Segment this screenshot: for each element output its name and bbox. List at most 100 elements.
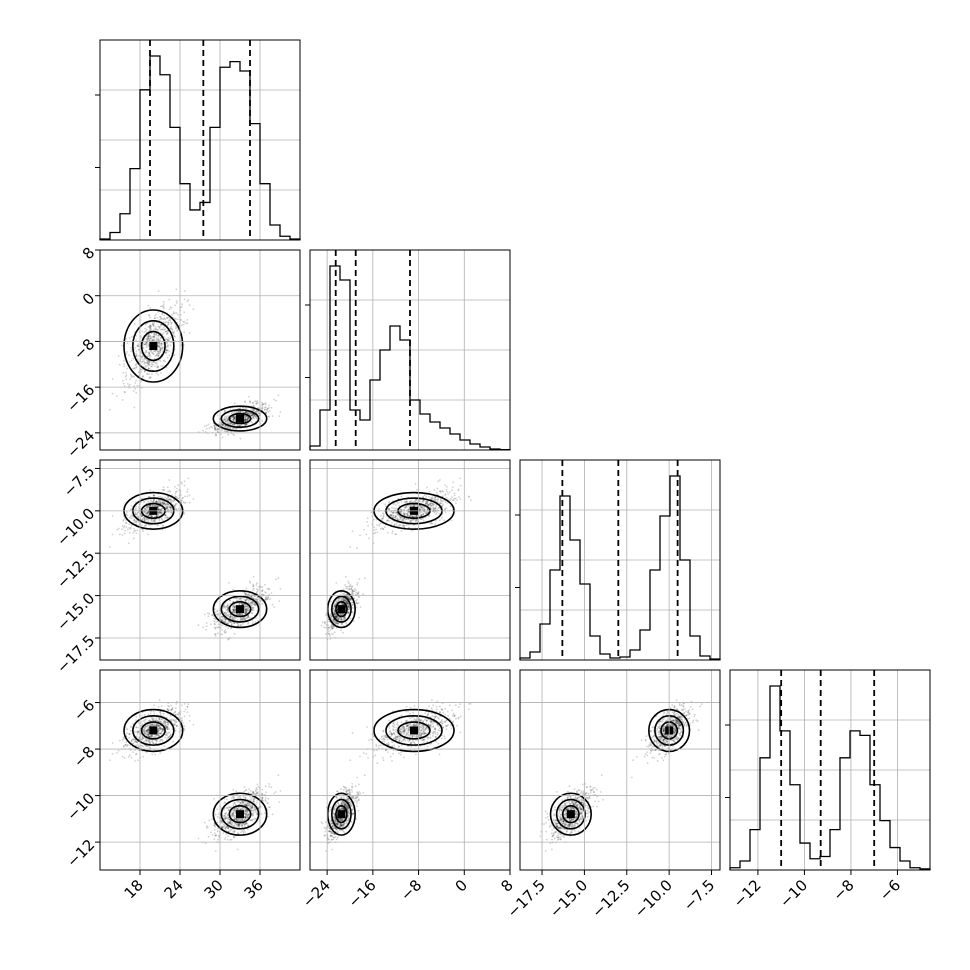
sample-point	[252, 401, 255, 404]
sample-point	[226, 422, 229, 424]
sample-point	[141, 736, 144, 738]
sample-point	[167, 503, 170, 506]
sample-point	[148, 334, 151, 337]
sample-point	[244, 416, 247, 419]
sample-point	[147, 362, 150, 365]
sample-point	[174, 336, 176, 338]
sample-point	[111, 742, 114, 744]
sample-point	[162, 306, 165, 309]
sample-point	[430, 508, 433, 510]
sample-point	[334, 613, 337, 616]
sample-point	[160, 317, 163, 319]
sample-point	[273, 398, 275, 401]
sample-point	[357, 592, 359, 595]
sample-point	[149, 337, 152, 340]
sample-point	[152, 739, 154, 742]
sample-point	[167, 339, 170, 342]
sample-point	[445, 507, 448, 510]
sample-point	[158, 341, 160, 344]
sample-point	[183, 320, 186, 323]
sample-point	[173, 711, 176, 714]
sample-point	[175, 318, 177, 320]
sample-point	[227, 420, 230, 423]
sample-point	[433, 511, 436, 514]
sample-point	[159, 328, 162, 331]
sample-point	[165, 503, 168, 505]
sample-point	[148, 314, 151, 316]
sample-point	[214, 623, 216, 626]
sample-point	[140, 515, 143, 518]
sample-point	[217, 623, 220, 626]
sample-point	[162, 486, 165, 489]
sample-point	[173, 330, 176, 333]
sample-point	[439, 502, 442, 505]
sample-point	[225, 609, 228, 611]
sample-point	[167, 323, 170, 326]
sample-point	[150, 332, 153, 335]
sample-point	[223, 417, 226, 420]
sample-point	[166, 349, 169, 352]
sample-point	[244, 420, 247, 422]
sample-point	[157, 311, 160, 313]
sample-point	[144, 361, 147, 364]
sample-point	[134, 346, 137, 349]
sample-point	[153, 350, 155, 353]
sample-point	[231, 427, 234, 429]
sample-point	[132, 357, 135, 360]
sample-point	[203, 425, 206, 428]
sample-point	[233, 416, 236, 419]
sample-point	[143, 331, 146, 333]
sample-point	[158, 732, 161, 735]
sample-point	[268, 415, 271, 418]
sample-point	[378, 523, 381, 526]
sample-point	[221, 619, 223, 622]
sample-point	[251, 606, 254, 609]
sample-point	[149, 355, 152, 358]
sample-point	[167, 316, 170, 319]
sample-point	[152, 735, 155, 738]
sample-point	[130, 350, 132, 352]
sample-point	[325, 633, 327, 636]
sample-point	[161, 317, 164, 320]
sample-point	[145, 729, 148, 732]
sample-point	[362, 593, 365, 596]
sample-point	[232, 609, 235, 611]
sample-point	[243, 418, 246, 421]
sample-point	[405, 518, 408, 520]
sample-point	[171, 329, 174, 331]
sample-point	[159, 347, 162, 349]
sample-point	[144, 341, 147, 344]
sample-point	[144, 358, 147, 361]
sample-point	[156, 352, 159, 355]
sample-point	[162, 524, 164, 527]
sample-point	[121, 528, 123, 530]
sample-point	[135, 366, 138, 369]
sample-point	[229, 422, 232, 424]
sample-point	[146, 338, 149, 341]
sample-point	[162, 318, 165, 321]
sample-point	[135, 363, 138, 366]
sample-point	[158, 327, 161, 329]
sample-point	[145, 364, 147, 367]
sample-point	[154, 355, 157, 357]
sample-point	[387, 531, 389, 534]
sample-point	[145, 733, 147, 735]
sample-point	[170, 325, 173, 328]
sample-point	[159, 349, 162, 351]
sample-point	[227, 627, 230, 629]
sample-point	[217, 613, 220, 616]
sample-point	[230, 412, 233, 414]
sample-point	[441, 495, 444, 498]
sample-point	[180, 319, 183, 321]
sample-point	[435, 519, 437, 522]
sample-point	[453, 494, 456, 497]
sample-point	[261, 401, 263, 404]
sample-point	[233, 416, 236, 419]
sample-point	[170, 321, 173, 324]
sample-point	[129, 373, 132, 376]
sample-point	[255, 416, 257, 419]
sample-point	[123, 525, 126, 527]
sample-point	[221, 424, 224, 426]
sample-point	[252, 587, 255, 590]
